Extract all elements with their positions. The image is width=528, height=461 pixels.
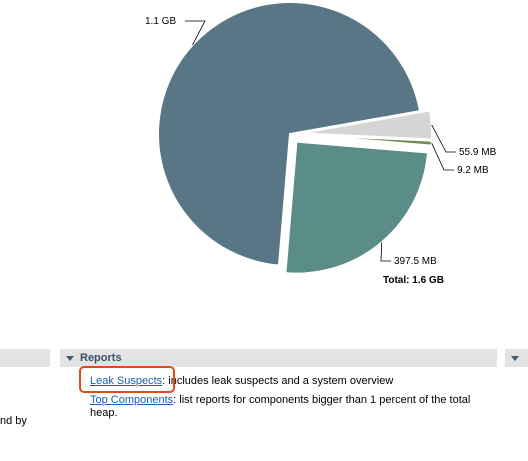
reports-list: Leak Suspects: includes leak suspects an… (90, 375, 480, 426)
reports-section-title: Reports (80, 352, 122, 364)
leak-suspects-description: : includes leak suspects and a system ov… (162, 375, 393, 387)
pie-svg: 55.9 MB 9.2 MB 397.5 MB 1.1 GB Total: 1.6 G… (0, 0, 528, 300)
leader-line (432, 125, 456, 152)
left-column-text-fragment: nd by (0, 415, 27, 427)
slice-label: 1.1 GB (145, 16, 176, 27)
pie-slice-397-5-mb (285, 142, 428, 274)
report-item-top-components: Top Components: list reports for compone… (90, 394, 480, 420)
collapse-triangle-icon[interactable] (511, 356, 519, 361)
leader-line (381, 242, 391, 261)
leader-line (432, 143, 454, 170)
right-section-header[interactable] (505, 349, 528, 367)
reports-section-header[interactable]: Reports (60, 349, 497, 367)
slice-label: 55.9 MB (459, 147, 497, 158)
report-item-leak-suspects: Leak Suspects: includes leak suspects an… (90, 375, 480, 388)
leak-suspects-link[interactable]: Leak Suspects (90, 375, 162, 387)
collapse-triangle-icon[interactable] (66, 356, 74, 361)
slice-label: 9.2 MB (457, 165, 489, 176)
chart-total-label: Total: 1.6 GB (383, 275, 444, 286)
heap-pie-chart: 55.9 MB 9.2 MB 397.5 MB 1.1 GB Total: 1.6 G… (0, 0, 528, 300)
left-section-header (0, 349, 50, 367)
slice-label: 397.5 MB (394, 256, 437, 267)
top-components-link[interactable]: Top Components (90, 394, 173, 406)
